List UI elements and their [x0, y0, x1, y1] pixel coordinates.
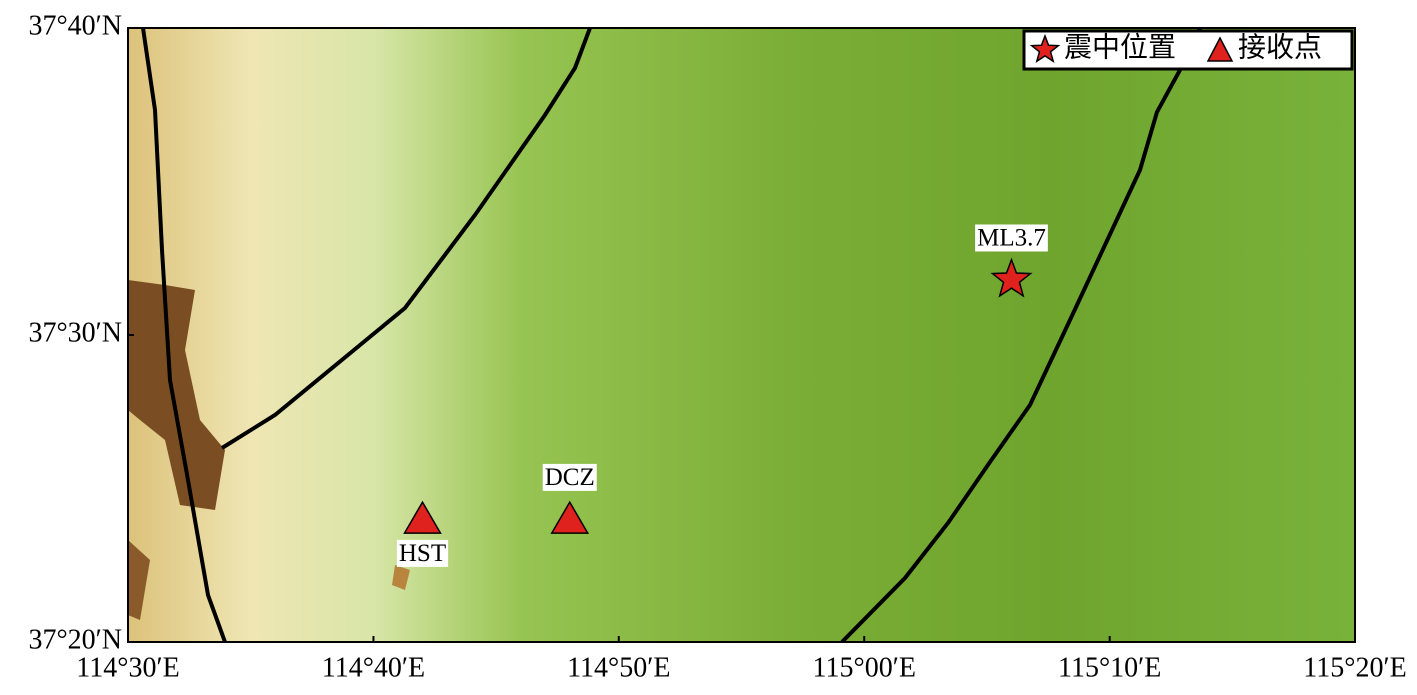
y-tick-label: 37°20′N	[28, 624, 122, 655]
legend: 震中位置 接收点	[1022, 29, 1354, 71]
legend-triangle	[1206, 36, 1234, 62]
label-bg	[542, 463, 597, 491]
point-label: HST	[399, 540, 446, 567]
x-tick-label: 115°10′E	[1058, 652, 1161, 683]
label-bg	[975, 224, 1048, 252]
x-tick-label: 114°40′E	[322, 652, 425, 683]
x-tick-label: 114°50′E	[567, 652, 670, 683]
station	[550, 500, 590, 534]
y-tick-label: 37°40′N	[28, 10, 122, 41]
legend-box	[1022, 29, 1354, 71]
point-label: DCZ	[545, 464, 595, 491]
epicenter	[990, 257, 1033, 298]
station	[403, 500, 442, 534]
x-tick-label: 114°30′E	[76, 652, 179, 683]
faults	[141, 28, 1202, 642]
legend-label: 震中位置	[1064, 31, 1176, 63]
y-tick-label: 37°30′N	[28, 317, 122, 348]
legend-label: 接收点	[1238, 31, 1322, 63]
terrain	[128, 28, 1355, 642]
x-tick-label: 115°20′E	[1303, 652, 1406, 683]
x-tick-label: 115°00′E	[813, 652, 916, 683]
point-label: ML3.7	[977, 224, 1046, 251]
label-bg	[396, 539, 449, 567]
legend-star	[1029, 33, 1061, 64]
